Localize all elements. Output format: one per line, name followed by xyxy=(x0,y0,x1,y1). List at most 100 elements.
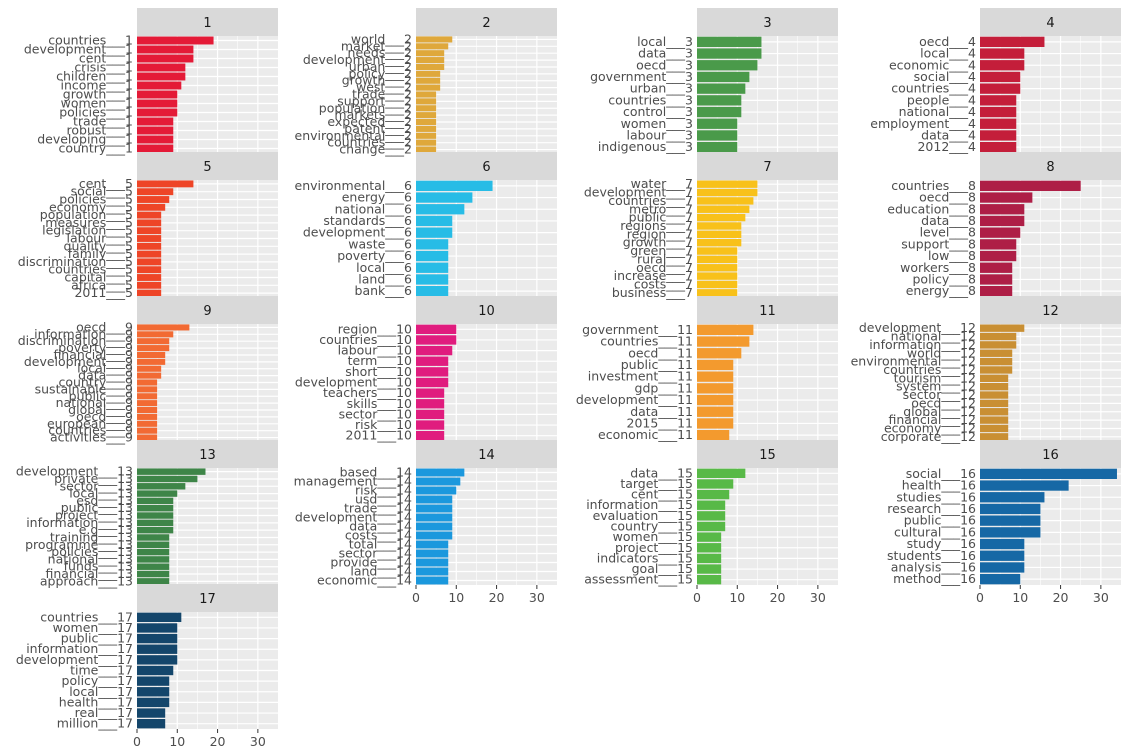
bar xyxy=(980,83,1021,94)
term-label: sustainable___9 xyxy=(35,381,133,396)
bar xyxy=(697,394,734,406)
facet-strip xyxy=(697,296,838,324)
term-label: development___11 xyxy=(576,392,693,407)
term-label: countries___5 xyxy=(48,262,133,277)
bar xyxy=(137,289,162,297)
bar xyxy=(697,359,734,371)
term-label: local___13 xyxy=(69,486,133,501)
bar xyxy=(697,371,734,382)
term-label: social___4 xyxy=(914,69,976,84)
term-label: waste___6 xyxy=(348,236,412,251)
term-label: policy___8 xyxy=(912,271,976,286)
term-label: metro___7 xyxy=(629,201,693,216)
bar xyxy=(137,365,162,372)
term-label: target___15 xyxy=(620,476,693,491)
bar xyxy=(980,357,1013,366)
term-label: economy___5 xyxy=(49,199,133,214)
facet-strip xyxy=(137,152,278,180)
term-label: health___17 xyxy=(59,694,133,709)
term-label: government___3 xyxy=(590,69,693,84)
panel-14: 14 based___14management___14risk___14usd_… xyxy=(294,440,557,605)
bar xyxy=(137,644,178,654)
term-label: usd___14 xyxy=(355,492,412,507)
bar xyxy=(137,211,162,219)
term-label: esd___13 xyxy=(76,493,133,508)
term-label: water___7 xyxy=(631,176,693,191)
x-tick-label: 20 xyxy=(489,590,505,605)
term-label: growth___1 xyxy=(63,87,133,102)
bar xyxy=(137,358,166,365)
bar xyxy=(137,407,158,414)
bar xyxy=(416,262,449,273)
bar xyxy=(980,391,1009,399)
term-label: bank___6 xyxy=(355,283,413,298)
term-label: land___6 xyxy=(358,271,412,286)
term-label: 2015___11 xyxy=(627,415,693,430)
term-label: workers___8 xyxy=(900,260,976,275)
term-label: environmental___6 xyxy=(295,178,412,193)
bar xyxy=(416,409,445,420)
bar xyxy=(416,119,437,126)
term-label: economic___4 xyxy=(889,57,976,72)
bar xyxy=(980,399,1009,408)
bar xyxy=(137,483,186,490)
bar xyxy=(137,505,174,512)
term-label: term___10 xyxy=(348,353,412,368)
term-label: national___13 xyxy=(48,551,133,566)
bar xyxy=(980,424,1009,433)
term-label: cent___1 xyxy=(79,51,133,66)
term-label: country___1 xyxy=(58,141,133,156)
bar xyxy=(416,356,449,366)
x-tick-label: 0 xyxy=(693,590,701,605)
term-label: social___5 xyxy=(71,184,133,199)
term-label: sector___14 xyxy=(339,546,412,561)
term-label: poverty___9 xyxy=(58,340,133,355)
bar xyxy=(697,230,742,238)
panel-1: 1 countries___1development___1cent___1cri… xyxy=(24,8,278,156)
term-label: global___12 xyxy=(903,404,976,419)
bar xyxy=(416,125,437,132)
bar xyxy=(980,574,1021,585)
bar xyxy=(697,180,758,188)
term-label: energy___8 xyxy=(906,283,976,298)
x-tick-label: 10 xyxy=(729,590,745,605)
term-label: poverty___6 xyxy=(337,248,412,263)
bar xyxy=(137,36,214,45)
facet-title: 8 xyxy=(1046,160,1054,175)
bar xyxy=(137,242,162,250)
term-label: country___9 xyxy=(58,375,133,390)
term-label: public___16 xyxy=(904,513,976,528)
term-label: rural___7 xyxy=(637,251,693,266)
bar xyxy=(980,480,1069,491)
facet-strip xyxy=(697,152,838,180)
term-label: energy___6 xyxy=(342,190,412,205)
term-label: policy___2 xyxy=(348,66,412,81)
panel-8: 8 countries___8oecd___8education___8data_… xyxy=(887,152,1121,298)
term-label: world___2 xyxy=(351,31,412,46)
bar xyxy=(137,338,170,345)
bar xyxy=(980,71,1021,83)
bar xyxy=(137,144,174,153)
bar xyxy=(416,388,445,398)
bar xyxy=(697,511,726,521)
x-tick-label: 10 xyxy=(1012,590,1028,605)
term-label: children___1 xyxy=(56,69,133,84)
bar xyxy=(697,106,742,118)
bar xyxy=(697,71,750,83)
term-label: sector___12 xyxy=(903,387,976,402)
bar xyxy=(137,633,178,644)
bar xyxy=(416,43,449,50)
term-label: development___1 xyxy=(24,42,133,57)
term-label: environmental___12 xyxy=(851,354,976,369)
bar xyxy=(697,479,734,489)
term-label: policies___13 xyxy=(51,544,133,559)
term-label: markets___2 xyxy=(334,107,412,122)
term-label: sector___10 xyxy=(339,406,412,421)
bar xyxy=(980,227,1021,238)
term-label: information___9 xyxy=(34,326,133,341)
bar xyxy=(137,386,158,393)
term-label: global___9 xyxy=(68,402,133,417)
x-tick-label: 30 xyxy=(250,734,266,749)
facet-title: 13 xyxy=(199,448,216,463)
bar xyxy=(416,540,449,549)
